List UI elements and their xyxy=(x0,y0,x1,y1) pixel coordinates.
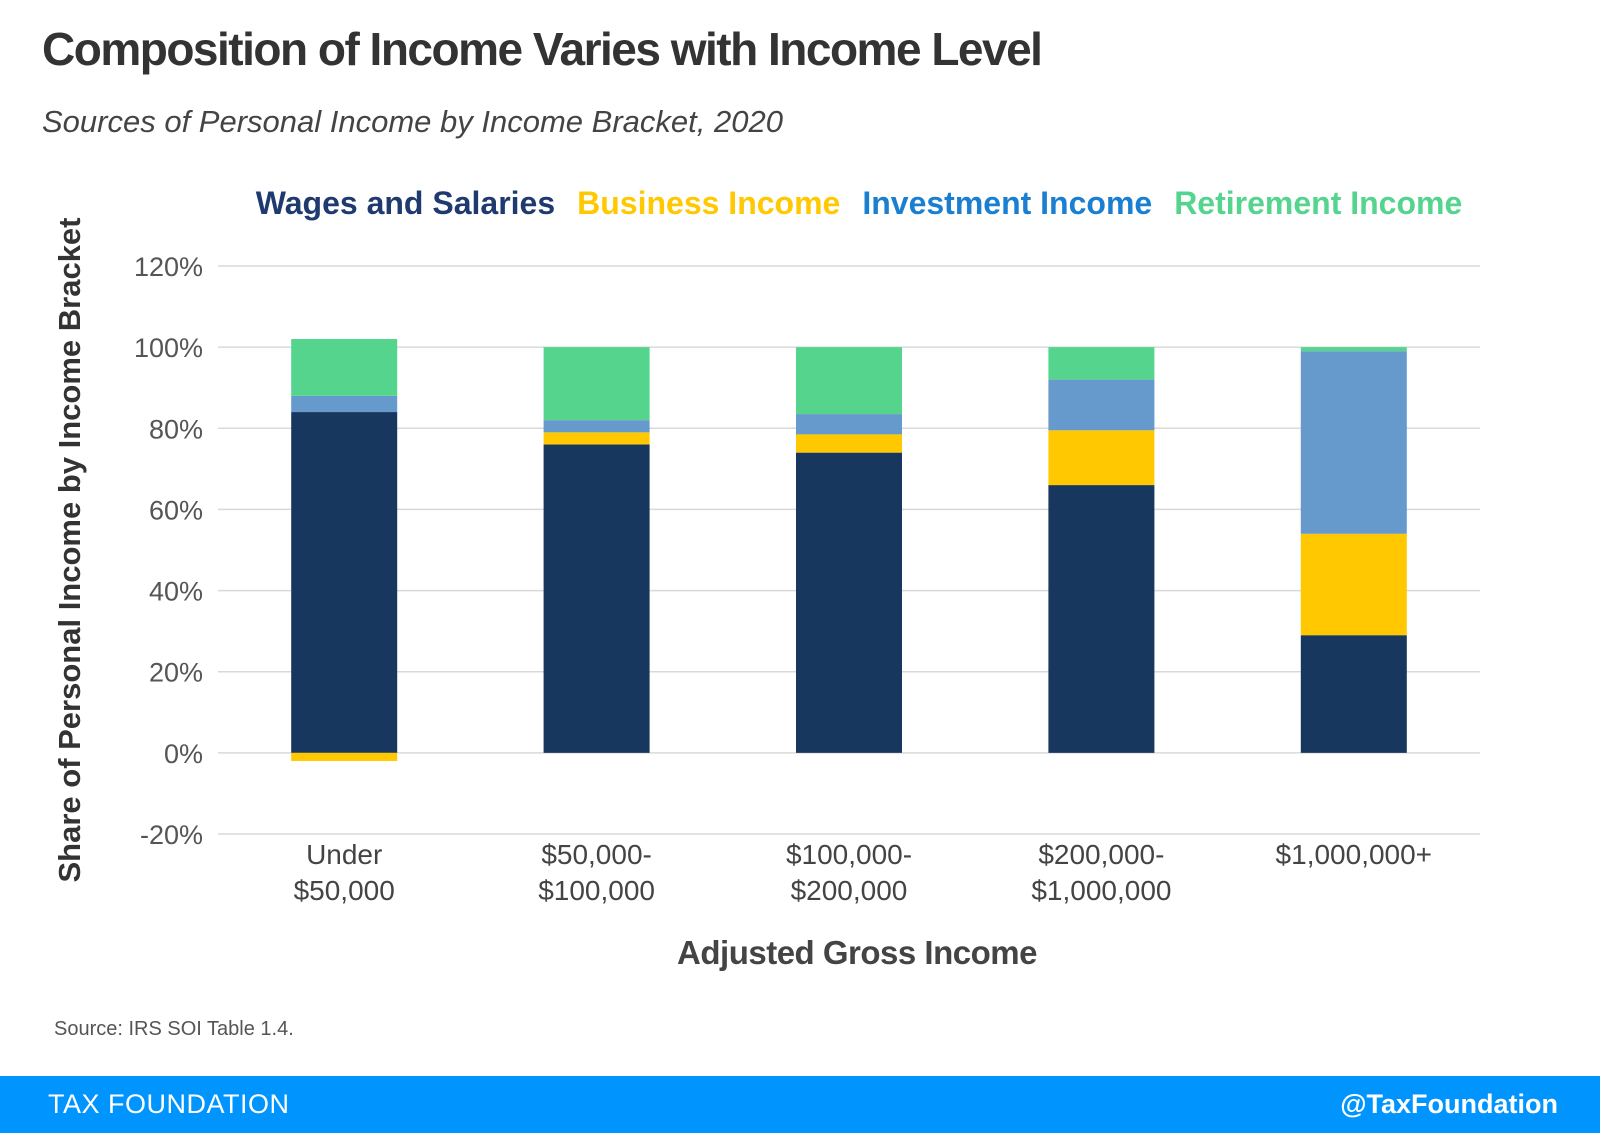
bar-business-income-200-000-1-000-000 xyxy=(1048,430,1155,486)
legend-business-income: Business Income xyxy=(577,185,840,221)
stacked-bar-chart: Wages and Salaries Business Income Investm… xyxy=(52,185,1480,971)
chart-legend: Wages and Salaries Business Income Investm… xyxy=(256,185,1463,221)
y-axis-label: Share of Personal Income by Income Brack… xyxy=(52,217,87,882)
bar-wages-and-salaries-50-000-100-000 xyxy=(543,444,650,753)
y-tick-label: 40% xyxy=(149,577,203,607)
x-tick-label: $50,000-$100,000 xyxy=(538,839,655,906)
bar-investment-income-100-000-200-000 xyxy=(796,414,902,435)
bar-retirement-income-200-000-1-000-000 xyxy=(1048,347,1155,380)
bar-wages-and-salaries-under-50-000 xyxy=(291,412,398,753)
chart-subtitle: Sources of Personal Income by Income Bra… xyxy=(42,104,783,139)
bar-investment-income-200-000-1-000-000 xyxy=(1048,379,1155,431)
y-axis-ticks: -20% 0% 20% 40% 60% 80% 100% 120% xyxy=(134,252,203,850)
x-axis-ticks: Under $50,000 $50,000-$100,000 $100,000-$20… xyxy=(294,839,1432,906)
chart-title: Composition of Income Varies with Income… xyxy=(42,23,1043,75)
x-axis-label: Adjusted Gross Income xyxy=(677,934,1037,971)
footer-brand: TAX FOUNDATION xyxy=(48,1089,290,1119)
bar-business-income-100-000-200-000 xyxy=(796,434,902,453)
bar-wages-and-salaries-100-000-200-000 xyxy=(796,452,902,753)
legend-investment-income: Investment Income xyxy=(862,185,1152,221)
bars xyxy=(291,339,1407,761)
bar-wages-and-salaries-200-000-1-000-000 xyxy=(1048,485,1155,753)
bar-investment-income-50-000-100-000 xyxy=(543,420,650,433)
bar-wages-and-salaries-1-000-000 xyxy=(1300,635,1407,753)
bar-investment-income-under-50-000 xyxy=(291,395,398,413)
y-tick-label: 20% xyxy=(149,658,203,688)
bar-business-income-under-50-000 xyxy=(291,752,398,761)
y-tick-label: 120% xyxy=(134,252,203,282)
y-tick-label: 80% xyxy=(149,414,203,444)
y-tick-label: 100% xyxy=(134,333,203,363)
bar-business-income-50-000-100-000 xyxy=(543,432,650,445)
bar-retirement-income-50-000-100-000 xyxy=(543,347,650,421)
x-tick-label: $200,000-$1,000,000 xyxy=(1031,839,1171,906)
footer-bar: TAX FOUNDATION @TaxFoundation xyxy=(0,1076,1600,1133)
bar-retirement-income-100-000-200-000 xyxy=(796,347,902,415)
source-note: Source: IRS SOI Table 1.4. xyxy=(54,1018,294,1040)
footer-handle[interactable]: @TaxFoundation xyxy=(1340,1089,1558,1119)
x-tick-label: $1,000,000+ xyxy=(1276,839,1433,870)
y-tick-label: 60% xyxy=(149,495,203,525)
y-tick-label: -20% xyxy=(140,820,203,850)
bar-retirement-income-1-000-000 xyxy=(1300,347,1407,352)
bar-business-income-1-000-000 xyxy=(1300,533,1407,636)
x-tick-label: Under $50,000 xyxy=(294,839,395,906)
bar-investment-income-1-000-000 xyxy=(1300,351,1407,534)
x-tick-label: $100,000-$200,000 xyxy=(786,839,912,906)
bar-retirement-income-under-50-000 xyxy=(291,339,398,396)
y-tick-label: 0% xyxy=(164,739,203,769)
legend-wages-and-salaries: Wages and Salaries xyxy=(256,185,555,221)
legend-retirement-income: Retirement Income xyxy=(1174,185,1462,221)
